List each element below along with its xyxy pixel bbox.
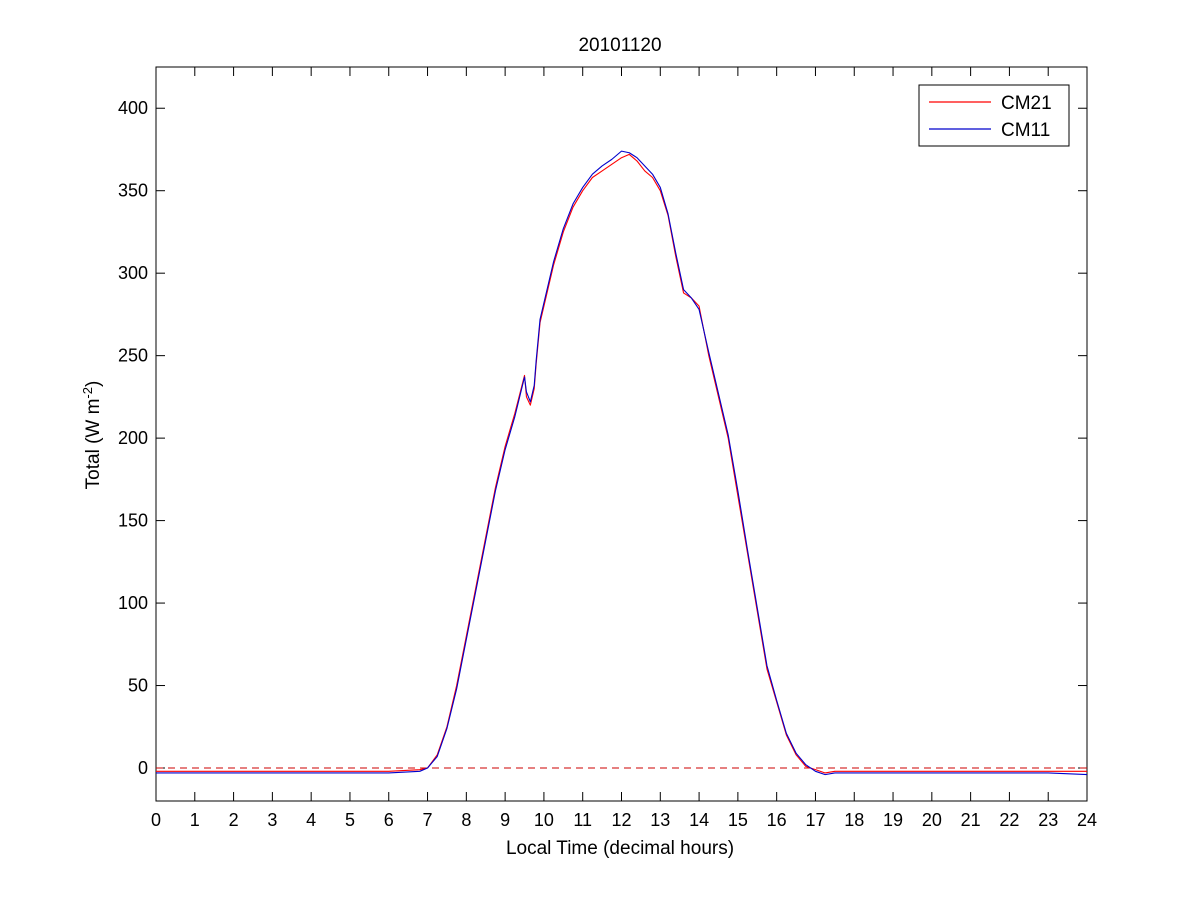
- x-tick-label: 14: [689, 810, 709, 830]
- y-axis-label-superscript: -2: [80, 387, 95, 399]
- x-axis-label: Local Time (decimal hours): [506, 838, 734, 859]
- x-tick-label: 11: [573, 810, 592, 830]
- x-tick-label: 4: [306, 810, 316, 830]
- x-tick-label: 5: [345, 810, 355, 830]
- x-tick-label: 20: [922, 810, 942, 830]
- x-tick-label: 19: [883, 810, 903, 830]
- x-tick-label: 8: [461, 810, 471, 830]
- legend-box: [918, 84, 1070, 147]
- y-tick-label: 150: [118, 511, 148, 531]
- x-tick-label: 24: [1077, 810, 1097, 830]
- legend-label-cm21: CM21: [1001, 93, 1052, 114]
- series-line-cm11: [156, 150, 1088, 776]
- legend-label-cm11: CM11: [1001, 120, 1050, 141]
- y-axis-label-prefix: Total (W m: [83, 399, 104, 490]
- x-tick-label: 3: [267, 810, 277, 830]
- y-tick-label: 50: [128, 676, 148, 696]
- x-tick-label: 6: [384, 810, 394, 830]
- chart-title: 20101120: [578, 35, 661, 56]
- y-axis-label-suffix: ): [83, 381, 104, 387]
- x-tick-label: 9: [500, 810, 510, 830]
- series-line-cm21: [156, 153, 1087, 774]
- y-tick-label: 200: [118, 428, 148, 448]
- x-tick-label: 17: [805, 810, 825, 830]
- x-tick-label: 13: [650, 810, 670, 830]
- x-tick-label: 23: [1038, 810, 1058, 830]
- plot-layer: 0 1 2 3 4 5 6 7 8 9 10 11 12 13 14 15 16 17 18 19 20 21 22 23 24…: [118, 66, 1097, 830]
- x-tick-label: 2: [229, 810, 239, 830]
- y-tick-label: 0: [138, 758, 148, 778]
- x-tick-label: 7: [423, 810, 433, 830]
- x-tick-label: 0: [151, 810, 161, 830]
- x-tick-label: 1: [190, 810, 200, 830]
- y-axis-label: Total (W m-2): [80, 381, 105, 490]
- y-tick-label: 400: [118, 98, 148, 118]
- y-tick-label: 250: [118, 346, 148, 366]
- x-tick-label: 10: [534, 810, 554, 830]
- x-tick-label: 18: [844, 810, 864, 830]
- legend: CM21 CM11: [918, 84, 1070, 147]
- y-tick-label: 350: [118, 181, 148, 201]
- x-tick-label: 22: [999, 810, 1019, 830]
- x-tick-label: 16: [767, 810, 787, 830]
- y-tick-label: 300: [118, 263, 148, 283]
- x-tick-label: 12: [611, 810, 631, 830]
- x-tick-label: 15: [728, 810, 748, 830]
- x-tick-label: 21: [961, 810, 981, 830]
- y-tick-label: 100: [118, 593, 148, 613]
